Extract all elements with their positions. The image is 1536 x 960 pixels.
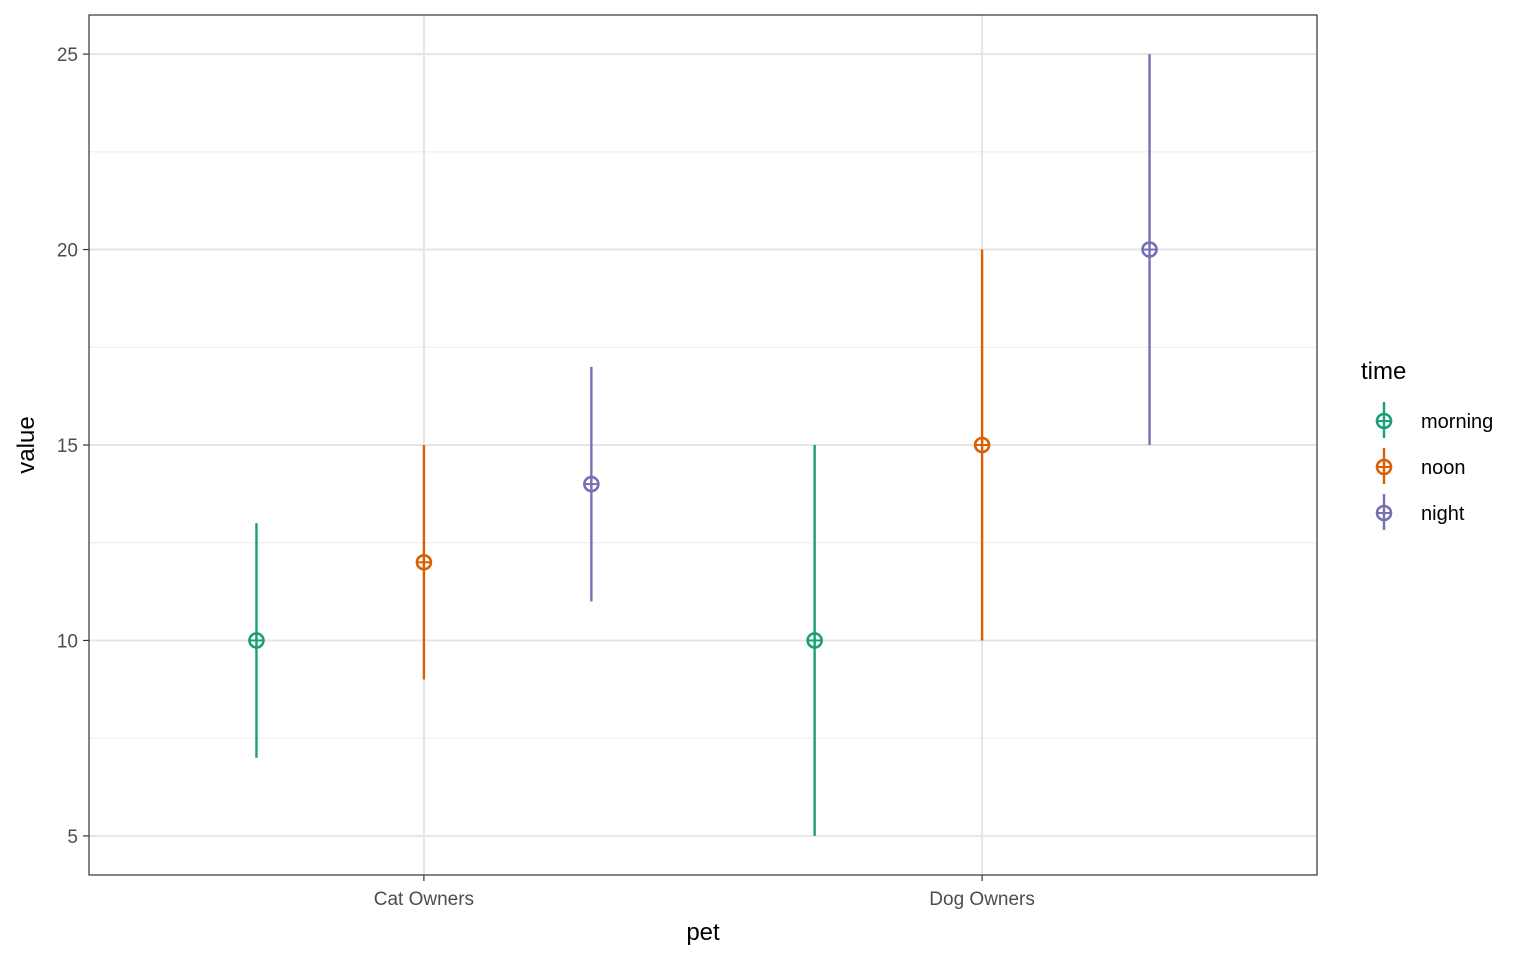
marks [248, 54, 1158, 836]
legend-key-morning [1375, 412, 1393, 430]
x-tick-label: Dog Owners [929, 889, 1035, 910]
point-morning [248, 632, 265, 649]
y-tick-label: 15 [57, 436, 78, 457]
y-axis-title: value [13, 416, 40, 473]
y-tick-label: 5 [67, 827, 78, 848]
legend-label: night [1421, 503, 1465, 525]
point-night [1141, 241, 1158, 258]
y-tick-label: 25 [57, 45, 78, 66]
x-axis-title: pet [686, 919, 720, 946]
y-tick-label: 10 [57, 631, 78, 652]
point-noon [415, 553, 433, 571]
x-tick-label: Cat Owners [374, 889, 474, 910]
legend-key-night [1375, 504, 1393, 522]
axes: 5 10 15 20 25 Cat Owners Dog Owners [57, 45, 1035, 910]
point-morning [806, 632, 823, 649]
point-noon [973, 436, 991, 454]
legend-title: time [1361, 358, 1406, 385]
legend-key-noon [1375, 458, 1393, 476]
legend-label: morning [1421, 411, 1493, 433]
legend-label: noon [1421, 457, 1466, 479]
legend: time morning noon night [1361, 358, 1493, 530]
y-tick-label: 20 [57, 241, 78, 262]
point-night [583, 475, 600, 493]
